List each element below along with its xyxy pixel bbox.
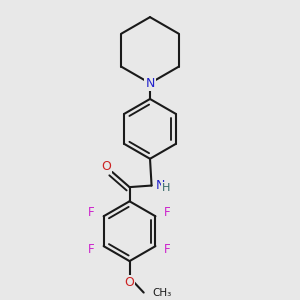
Text: N: N: [145, 77, 155, 90]
Text: F: F: [164, 243, 171, 256]
Text: F: F: [88, 206, 95, 219]
Text: N: N: [155, 179, 165, 192]
Text: H: H: [162, 183, 170, 193]
Text: CH₃: CH₃: [152, 288, 172, 298]
Text: O: O: [102, 160, 112, 173]
Text: F: F: [88, 243, 95, 256]
Text: O: O: [124, 276, 134, 289]
Text: F: F: [164, 206, 171, 219]
